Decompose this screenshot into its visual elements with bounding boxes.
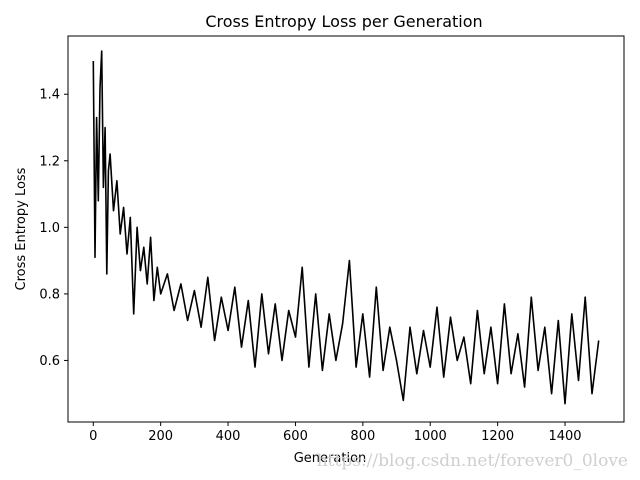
x-tick-label: 0 — [89, 429, 97, 444]
y-tick-label: 0.6 — [39, 354, 60, 369]
ticks-layer: 0 200 400 600 800 1000 1200 1400 0.6 0.8 1.0 1.2 1.4 — [39, 88, 581, 444]
y-tick-label: 1.2 — [39, 154, 60, 169]
x-tick-label: 1200 — [481, 429, 514, 444]
plot-background — [68, 36, 624, 422]
plot-frame — [67, 35, 625, 423]
series-layer — [92, 50, 600, 405]
series-line-0 — [92, 50, 600, 405]
y-tick-label: 1.0 — [39, 221, 60, 236]
x-tick-label: 800 — [350, 429, 375, 444]
x-tick-label: 1400 — [548, 429, 581, 444]
x-tick-label: 1000 — [414, 429, 447, 444]
watermark-text: https://blog.csdn.net/forever0_0love — [317, 451, 628, 471]
x-tick-label: 200 — [148, 429, 173, 444]
x-tick-label: 400 — [216, 429, 241, 444]
y-tick-label: 0.8 — [39, 287, 60, 302]
x-axis-label: Generation — [294, 451, 367, 466]
x-tick-label: 600 — [283, 429, 308, 444]
chart-title: Cross Entropy Loss per Generation — [205, 12, 482, 31]
y-axis-label: Cross Entropy Loss — [14, 167, 29, 290]
y-tick-label: 1.4 — [39, 88, 60, 103]
